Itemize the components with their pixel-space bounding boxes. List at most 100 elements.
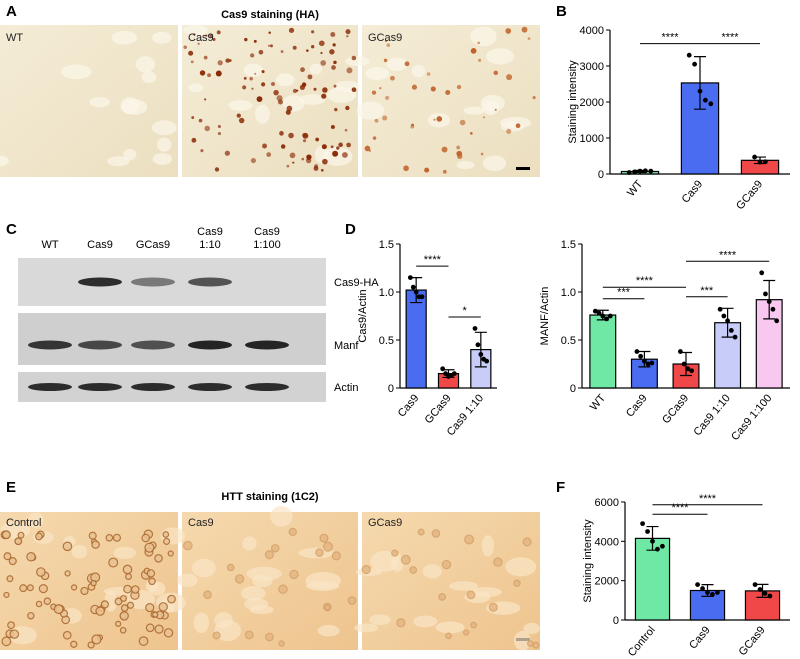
panel-letter: C — [6, 221, 17, 238]
cell — [3, 591, 10, 599]
significance-label: **** — [424, 254, 442, 266]
cell — [91, 634, 102, 645]
cell — [1, 530, 11, 540]
cell — [409, 566, 418, 574]
nucleus — [330, 125, 335, 130]
nucleus — [313, 166, 319, 171]
cell — [138, 636, 149, 646]
cell — [131, 585, 140, 594]
data-point — [752, 582, 758, 587]
cell — [527, 640, 534, 647]
nucleus — [332, 150, 339, 157]
cell — [167, 550, 174, 557]
nucleus — [236, 113, 241, 118]
tissue-fiber — [191, 558, 216, 578]
band — [245, 340, 289, 350]
tissue-fiber — [113, 546, 137, 560]
nucleus — [470, 132, 473, 135]
cell — [9, 629, 20, 639]
panel-letter: A — [6, 3, 17, 20]
blot-strip — [18, 313, 326, 365]
cell — [278, 584, 288, 594]
nucleus — [364, 145, 371, 152]
nucleus — [200, 149, 204, 153]
band — [78, 277, 122, 287]
data-point — [762, 591, 768, 596]
nucleus — [390, 75, 395, 81]
y-tick-label: 4000 — [580, 25, 604, 37]
data-point — [708, 101, 714, 107]
cell — [331, 551, 341, 561]
tissue-fiber — [28, 512, 44, 528]
tissue-fiber — [249, 605, 274, 615]
tissue-fiber — [411, 64, 426, 78]
nucleus — [270, 82, 275, 87]
cell — [417, 528, 425, 536]
western-blot — [18, 258, 326, 402]
cell — [119, 594, 127, 602]
y-axis-label: Cas9/Actin — [357, 289, 369, 342]
nucleus — [482, 116, 486, 119]
data-point — [645, 529, 650, 534]
cell — [146, 569, 156, 578]
cell — [122, 564, 133, 575]
tissue-fiber — [413, 615, 438, 628]
cell — [226, 563, 235, 572]
band — [28, 383, 72, 391]
data-point — [692, 61, 697, 67]
tissue-fiber — [193, 612, 210, 634]
nucleus — [320, 51, 323, 55]
significance-label: * — [463, 305, 468, 317]
nucleus — [199, 70, 206, 76]
cell — [3, 552, 12, 561]
nucleus — [322, 158, 328, 165]
x-tick-label: GCas9 — [423, 392, 454, 426]
cell — [463, 629, 470, 636]
y-tick-label: 1.5 — [379, 239, 394, 251]
tissue-fiber — [152, 31, 172, 44]
band — [188, 277, 232, 287]
nucleus — [426, 72, 431, 76]
cell — [38, 584, 48, 594]
nucleus — [302, 132, 307, 138]
x-tick-label: WT — [625, 178, 645, 199]
nucleus — [527, 37, 531, 40]
nucleus — [217, 60, 223, 66]
nucleus — [268, 31, 271, 34]
tissue-fiber — [481, 535, 494, 557]
nucleus — [214, 167, 220, 172]
micrograph — [362, 25, 540, 177]
cell — [347, 596, 357, 605]
nucleus — [478, 58, 482, 62]
tissue-fiber — [322, 147, 353, 166]
data-point — [705, 590, 710, 595]
nucleus — [493, 70, 499, 76]
bar — [634, 537, 671, 621]
cell — [315, 548, 324, 557]
nucleus — [244, 37, 248, 42]
nucleus — [253, 39, 257, 43]
cell — [391, 549, 399, 557]
tissue-fiber — [309, 63, 323, 75]
cell — [361, 564, 371, 575]
nucleus — [280, 144, 286, 149]
image-label: Cas9 — [188, 32, 214, 44]
nucleus — [411, 84, 417, 90]
nucleus — [346, 67, 353, 74]
tissue-fiber — [214, 620, 241, 642]
cell — [154, 554, 163, 563]
tissue-fiber — [386, 57, 408, 71]
panel-letter: E — [6, 479, 16, 496]
tissue-fiber — [121, 99, 148, 115]
cell — [158, 602, 168, 612]
nucleus — [334, 107, 338, 112]
nucleus — [311, 45, 315, 49]
cell — [62, 541, 73, 552]
tissue-fiber — [486, 48, 515, 65]
nucleus — [342, 152, 348, 158]
data-point — [632, 169, 637, 175]
data-point — [710, 592, 715, 597]
nucleus — [216, 30, 221, 35]
nucleus — [286, 164, 290, 168]
y-tick-label: 2000 — [595, 576, 619, 588]
